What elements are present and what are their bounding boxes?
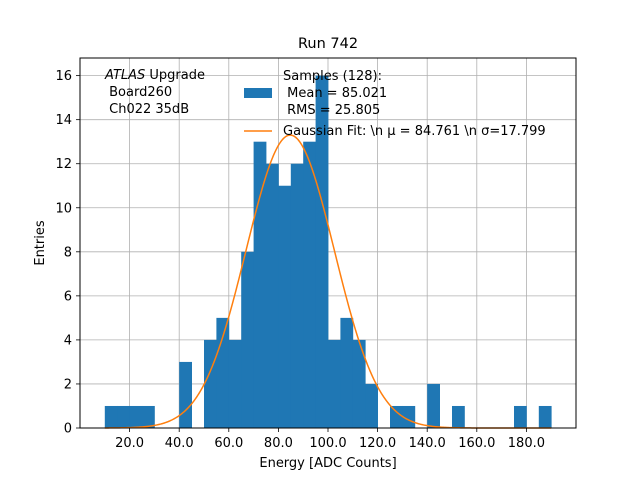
x-tick-label-7: 160.0 <box>458 436 495 451</box>
annotation-line-3: Ch022 35dB <box>105 102 189 117</box>
histogram-bar-15 <box>290 163 304 428</box>
y-tick-label-1: 2 <box>64 377 72 392</box>
x-tick-label-1: 40.0 <box>165 436 194 451</box>
histogram-bar-12 <box>253 141 267 428</box>
histogram-bar-35 <box>538 405 552 428</box>
y-tick-label-6: 12 <box>55 157 72 172</box>
histogram-bar-20 <box>352 339 366 428</box>
annotation-atlas: ATLAS <box>104 68 145 83</box>
histogram-bar-3 <box>142 405 155 428</box>
histogram-bars <box>104 75 552 428</box>
histogram-bar-18 <box>328 339 341 428</box>
atlas-annotation: ATLAS Upgrade Board260 Ch022 35dB <box>104 68 205 117</box>
annotation-line-2: Board260 <box>105 85 172 100</box>
histogram-bar-14 <box>278 185 292 428</box>
histogram-bar-19 <box>340 317 354 428</box>
x-tick-label-2: 60.0 <box>214 436 243 451</box>
histogram-bar-16 <box>303 141 316 428</box>
histogram-bar-6 <box>179 361 192 428</box>
histogram-bar-10 <box>228 339 242 428</box>
legend-fit-label: Gaussian Fit: \n μ = 84.761 \n σ=17.799 <box>283 124 546 139</box>
legend-samples-mean: Mean = 85.021 <box>283 86 387 101</box>
histogram-bar-23 <box>390 405 403 428</box>
y-tick-label-0: 0 <box>64 422 72 437</box>
x-tick-label-0: 20.0 <box>115 436 144 451</box>
legend-samples-line-1: Samples (128): <box>283 69 382 84</box>
x-tick-label-8: 180.0 <box>508 436 545 451</box>
chart-title: Run 742 <box>298 36 358 52</box>
x-tick-label-5: 120.0 <box>359 436 396 451</box>
axis-ticks: 20.0 40.0 60.0 80.0 100.0 120.0 140.0 160.0 180.… <box>55 69 545 451</box>
histogram-bar-0 <box>104 405 118 428</box>
x-tick-label-6: 140.0 <box>409 436 446 451</box>
histogram-bar-26 <box>427 383 440 428</box>
histogram-bar-2 <box>129 405 143 428</box>
y-axis-label: Entries <box>33 220 48 266</box>
annotation-line-1: ATLAS Upgrade <box>104 68 205 83</box>
histogram-bar-13 <box>266 163 279 428</box>
x-axis-label: Energy [ADC Counts] <box>259 456 396 471</box>
x-tick-label-3: 80.0 <box>264 436 293 451</box>
legend-histogram-swatch <box>244 88 272 98</box>
histogram-bar-24 <box>402 405 416 428</box>
histogram-bar-1 <box>117 405 130 428</box>
legend: Samples (128): Mean = 85.021 RMS = 25.80… <box>244 69 546 139</box>
legend-samples-rms: RMS = 25.805 <box>283 103 380 118</box>
x-tick-label-4: 100.0 <box>309 436 346 451</box>
y-tick-label-2: 4 <box>64 333 72 348</box>
y-tick-label-5: 10 <box>55 201 72 216</box>
annotation-upgrade: Upgrade <box>145 68 205 83</box>
histogram-bar-17 <box>315 75 329 428</box>
histogram-bar-11 <box>241 251 254 428</box>
histogram-bar-28 <box>452 405 465 428</box>
y-tick-label-8: 16 <box>55 69 72 84</box>
histogram-bar-21 <box>365 383 378 428</box>
y-tick-label-4: 8 <box>64 245 72 260</box>
y-tick-label-7: 14 <box>55 113 72 128</box>
histogram-bar-8 <box>204 339 217 428</box>
y-tick-label-3: 6 <box>64 289 72 304</box>
histogram-bar-33 <box>514 405 527 428</box>
